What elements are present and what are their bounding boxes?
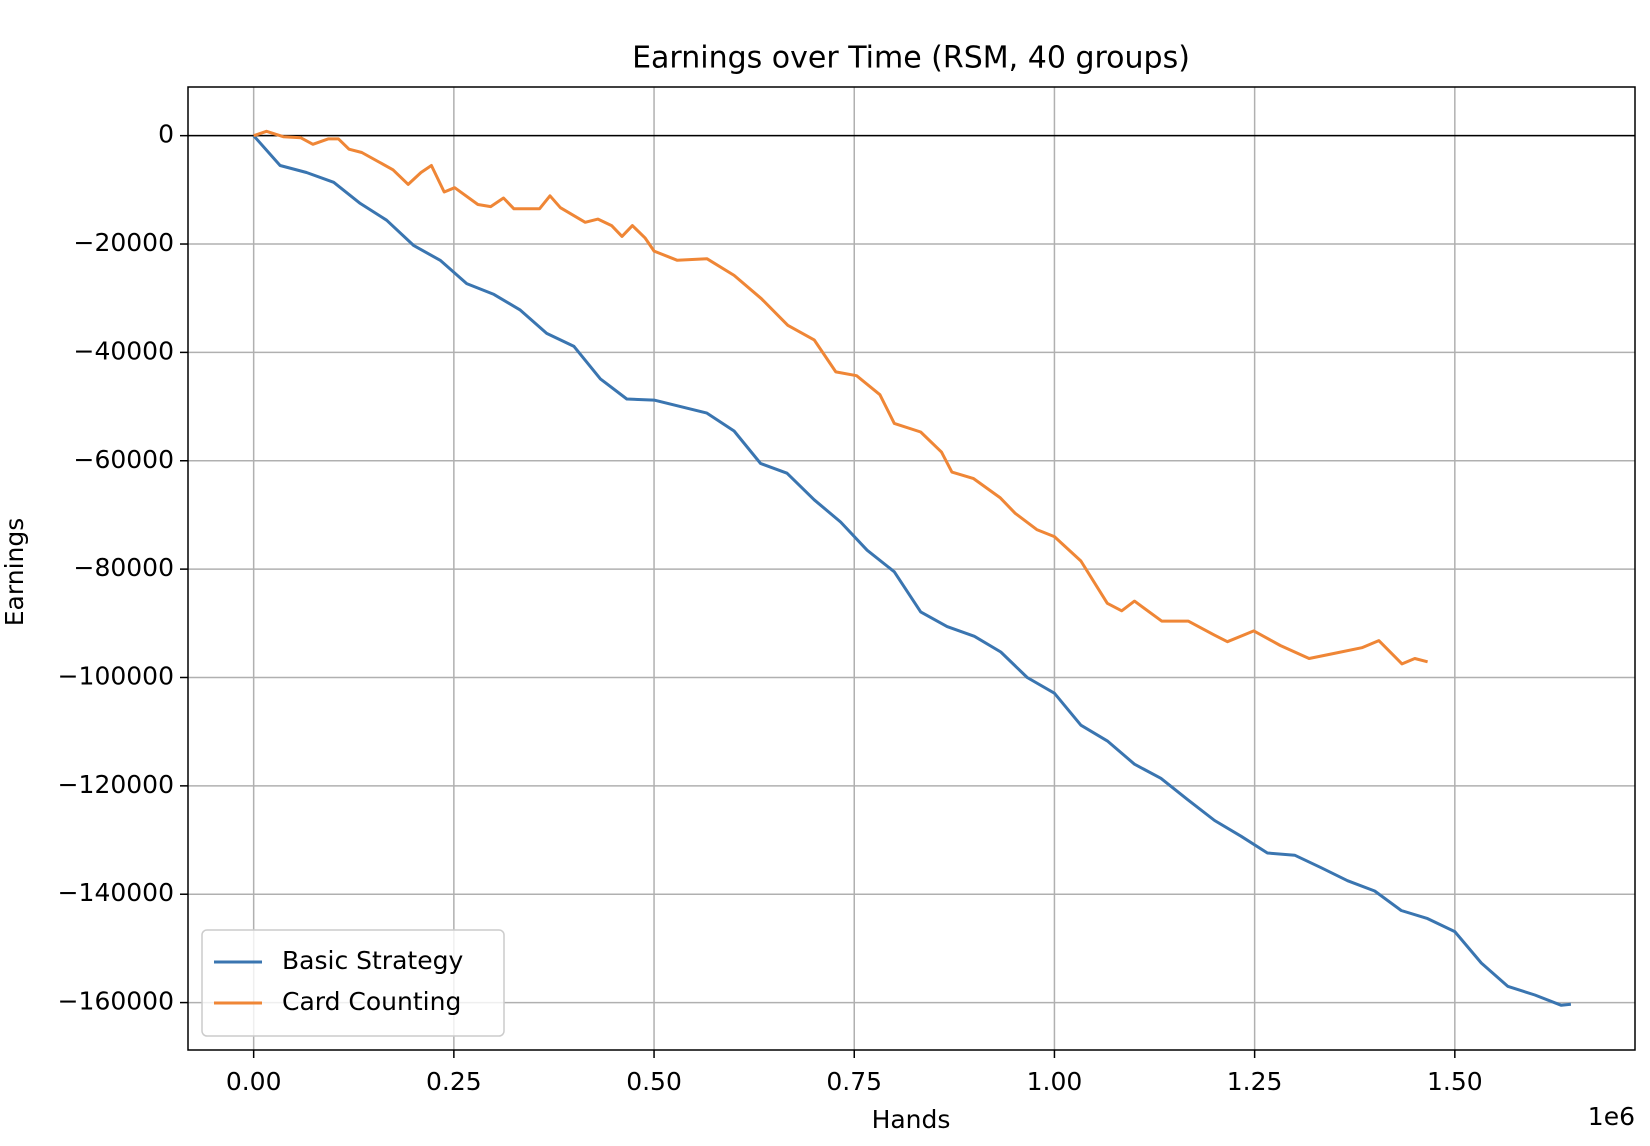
chart-title: Earnings over Time (RSM, 40 groups) xyxy=(632,41,1190,76)
y-tick-label: −120000 xyxy=(58,770,174,799)
data-line xyxy=(253,129,1428,666)
x-tick-label: 0.00 xyxy=(226,1067,282,1096)
y-tick-label: −80000 xyxy=(74,553,174,582)
legend: Basic Strategy Card Counting xyxy=(201,929,505,1037)
data-line xyxy=(252,134,1572,1007)
y-tick-label: −140000 xyxy=(58,878,174,907)
y-tick-label: −160000 xyxy=(58,987,174,1016)
legend-label: Card Counting xyxy=(282,987,461,1016)
y-tick-label: −100000 xyxy=(58,661,174,690)
legend-label: Basic Strategy xyxy=(282,946,463,975)
x-tick-label: 0.25 xyxy=(426,1067,482,1096)
x-tick-label: 0.50 xyxy=(626,1067,682,1096)
x-offset-label: 1e6 xyxy=(1588,1102,1635,1131)
x-tick-label: 0.75 xyxy=(826,1067,882,1096)
x-axis-label: Hands xyxy=(872,1105,951,1134)
y-tick-label: 0 xyxy=(158,120,174,149)
x-tick-label: 1.50 xyxy=(1427,1067,1483,1096)
y-tick-label: −40000 xyxy=(74,336,174,365)
x-tick-label: 1.00 xyxy=(1027,1067,1083,1096)
y-tick-label: −60000 xyxy=(74,445,174,474)
y-axis-label: Earnings xyxy=(0,518,29,626)
y-tick-label: −20000 xyxy=(74,228,174,257)
x-tick-label: 1.25 xyxy=(1227,1067,1283,1096)
plot-frame xyxy=(187,86,1636,1051)
legend-box xyxy=(201,929,505,1037)
